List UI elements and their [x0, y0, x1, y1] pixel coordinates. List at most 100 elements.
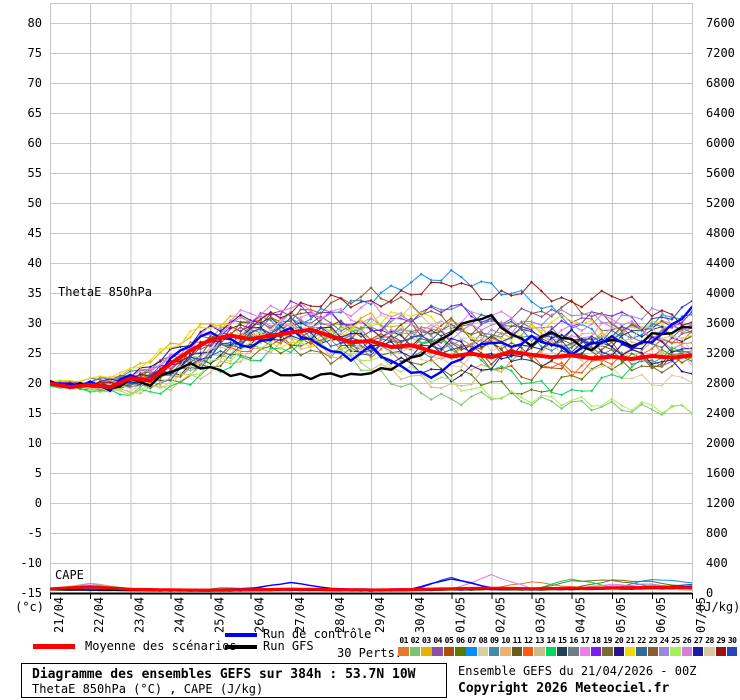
- pert-color-swatch: [443, 647, 455, 656]
- pert-legend-item-24: 24: [659, 636, 670, 656]
- run-info-text: Ensemble GEFS du 21/04/2026 - 00Z: [458, 664, 697, 678]
- svg-text:-5: -5: [28, 526, 42, 540]
- ensemble-chart-svg: -15 -10 -5 0 5 10 15 20 25 30 35 40 45 50 55 60 65 70 75 80…: [15, 3, 740, 633]
- pert-number: 12: [523, 636, 533, 645]
- gfs-line-label: Run GFS: [263, 639, 314, 653]
- pert-legend-item-23: 23: [647, 636, 659, 656]
- pert-legend-item-22: 22: [636, 636, 647, 656]
- pert-color-swatch: [681, 647, 693, 656]
- pert-legend-item-14: 14: [545, 636, 557, 656]
- pert-number: 30: [727, 636, 737, 645]
- pert-legend-item-05: 05: [443, 636, 455, 656]
- svg-text:2400: 2400: [706, 406, 735, 420]
- pert-color-swatch: [647, 647, 659, 656]
- svg-text:15: 15: [28, 406, 42, 420]
- svg-text:2800: 2800: [706, 376, 735, 390]
- svg-text:400: 400: [706, 556, 728, 570]
- pert-legend-item-07: 07: [466, 636, 477, 656]
- pert-legend-item-20: 20: [613, 636, 625, 656]
- pert-legend-item-15: 15: [557, 636, 568, 656]
- pert-color-swatch: [568, 647, 579, 656]
- svg-text:65: 65: [28, 106, 42, 120]
- pert-number: 16: [569, 636, 578, 645]
- chart-info-box: Diagramme des ensembles GEFS sur 384h : …: [21, 663, 447, 698]
- chart-subtitle: ThetaE 850hPa (°C) , CAPE (J/kg): [32, 682, 264, 696]
- control-run-markers: [50, 305, 692, 392]
- gfs-run-line: [50, 313, 692, 390]
- pert-legend-item-09: 09: [489, 636, 500, 656]
- cape-annotation: CAPE: [55, 568, 84, 582]
- pert-legend-item-19: 19: [602, 636, 613, 656]
- svg-text:75: 75: [28, 46, 42, 60]
- svg-text:45: 45: [28, 226, 42, 240]
- gfs-line-swatch: [225, 645, 257, 649]
- pert-color-swatch: [466, 647, 477, 656]
- pert-color-swatch: [534, 647, 545, 656]
- pert-number: 29: [716, 636, 726, 645]
- svg-text:25: 25: [28, 346, 42, 360]
- pert-color-swatch: [613, 647, 625, 656]
- svg-text:60: 60: [28, 136, 42, 150]
- pert-color-swatch: [398, 647, 409, 656]
- svg-text:6400: 6400: [706, 106, 735, 120]
- svg-text:30/04: 30/04: [413, 597, 427, 633]
- grid-lines: [50, 3, 693, 594]
- pert-number: 14: [546, 636, 556, 645]
- ensemble-chart: -15 -10 -5 0 5 10 15 20 25 30 35 40 45 50 55 60 65 70 75 80…: [15, 3, 740, 633]
- pert-legend-item-25: 25: [670, 636, 681, 656]
- plot-series: [50, 269, 692, 592]
- pert-number: 15: [557, 636, 567, 645]
- svg-text:2000: 2000: [706, 436, 735, 450]
- control-line-swatch: [225, 633, 257, 637]
- pert-color-swatch: [477, 647, 489, 656]
- svg-text:0: 0: [706, 586, 713, 600]
- pert-color-swatch: [625, 647, 636, 656]
- svg-text:26/04: 26/04: [253, 597, 267, 633]
- pert-legend-item-28: 28: [704, 636, 715, 656]
- svg-text:70: 70: [28, 76, 42, 90]
- svg-text:3200: 3200: [706, 346, 735, 360]
- svg-text:01/05: 01/05: [453, 597, 467, 633]
- pert-color-swatch: [636, 647, 647, 656]
- mean-line-swatch: [33, 644, 75, 649]
- svg-text:29/04: 29/04: [373, 597, 387, 633]
- pert-legend-item-17: 17: [579, 636, 591, 656]
- svg-text:07/05: 07/05: [694, 597, 708, 633]
- svg-text:28/04: 28/04: [333, 597, 347, 633]
- pert-color-swatch: [489, 647, 500, 656]
- svg-text:04/05: 04/05: [574, 597, 588, 633]
- svg-text:7600: 7600: [706, 16, 735, 30]
- svg-text:4400: 4400: [706, 256, 735, 270]
- pert-legend-item-01: 01: [398, 636, 409, 656]
- perturbation-color-legend: 01 02 03 04 05 06 07 08 09 10 11 12 13 14 15 16 17 18 19 20…: [398, 636, 738, 656]
- svg-text:800: 800: [706, 526, 728, 540]
- svg-text:3600: 3600: [706, 316, 735, 330]
- pert-number: 20: [614, 636, 624, 645]
- pert-legend-item-04: 04: [432, 636, 443, 656]
- svg-text:4800: 4800: [706, 226, 735, 240]
- svg-text:0: 0: [35, 496, 42, 510]
- ensemble-mean-line: [50, 327, 692, 390]
- pert-number: 27: [693, 636, 703, 645]
- pert-color-swatch: [500, 647, 511, 656]
- pert-color-swatch: [455, 647, 466, 656]
- pert-color-swatch: [511, 647, 523, 656]
- svg-text:21/04: 21/04: [52, 597, 66, 633]
- pert-number: 02: [410, 636, 420, 645]
- svg-text:05/05: 05/05: [614, 597, 628, 633]
- pert-legend-item-08: 08: [477, 636, 489, 656]
- pert-number: 22: [637, 636, 646, 645]
- svg-text:1600: 1600: [706, 466, 735, 480]
- x-axis: [50, 592, 693, 599]
- svg-text:40: 40: [28, 256, 42, 270]
- pert-legend-item-10: 10: [500, 636, 511, 656]
- copyright-text: Copyright 2026 Meteociel.fr: [458, 681, 670, 696]
- svg-text:10: 10: [28, 436, 42, 450]
- svg-text:24/04: 24/04: [172, 597, 186, 633]
- pert-color-swatch: [602, 647, 613, 656]
- plot-annotations: ThetaE 850hPa CAPE: [55, 285, 152, 582]
- svg-text:06/05: 06/05: [654, 597, 668, 633]
- pert-color-swatch: [715, 647, 727, 656]
- pert-number: 24: [659, 636, 669, 645]
